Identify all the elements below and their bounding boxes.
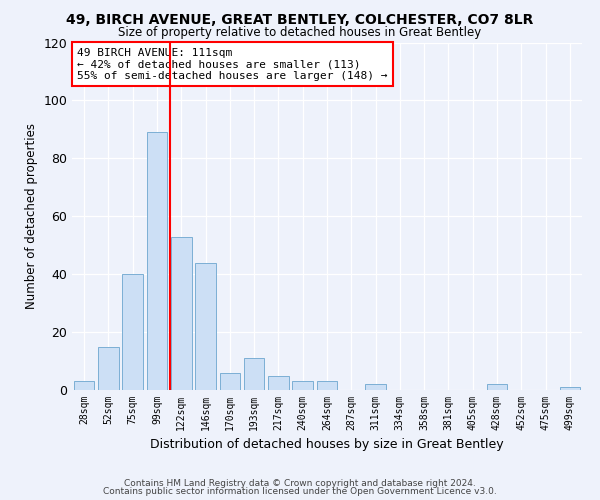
Bar: [146, 132, 167, 390]
Y-axis label: Number of detached properties: Number of detached properties: [25, 123, 38, 309]
Bar: [244, 358, 265, 390]
Bar: [317, 382, 337, 390]
Bar: [195, 262, 216, 390]
Bar: [122, 274, 143, 390]
Bar: [268, 376, 289, 390]
Text: Contains public sector information licensed under the Open Government Licence v3: Contains public sector information licen…: [103, 487, 497, 496]
Bar: [487, 384, 508, 390]
Bar: [220, 372, 240, 390]
Bar: [74, 382, 94, 390]
Text: Size of property relative to detached houses in Great Bentley: Size of property relative to detached ho…: [118, 26, 482, 39]
Text: Contains HM Land Registry data © Crown copyright and database right 2024.: Contains HM Land Registry data © Crown c…: [124, 478, 476, 488]
Text: 49 BIRCH AVENUE: 111sqm
← 42% of detached houses are smaller (113)
55% of semi-d: 49 BIRCH AVENUE: 111sqm ← 42% of detache…: [77, 48, 388, 81]
Text: 49, BIRCH AVENUE, GREAT BENTLEY, COLCHESTER, CO7 8LR: 49, BIRCH AVENUE, GREAT BENTLEY, COLCHES…: [67, 12, 533, 26]
Bar: [292, 382, 313, 390]
Bar: [560, 387, 580, 390]
X-axis label: Distribution of detached houses by size in Great Bentley: Distribution of detached houses by size …: [150, 438, 504, 452]
Bar: [171, 236, 191, 390]
Bar: [365, 384, 386, 390]
Bar: [98, 346, 119, 390]
